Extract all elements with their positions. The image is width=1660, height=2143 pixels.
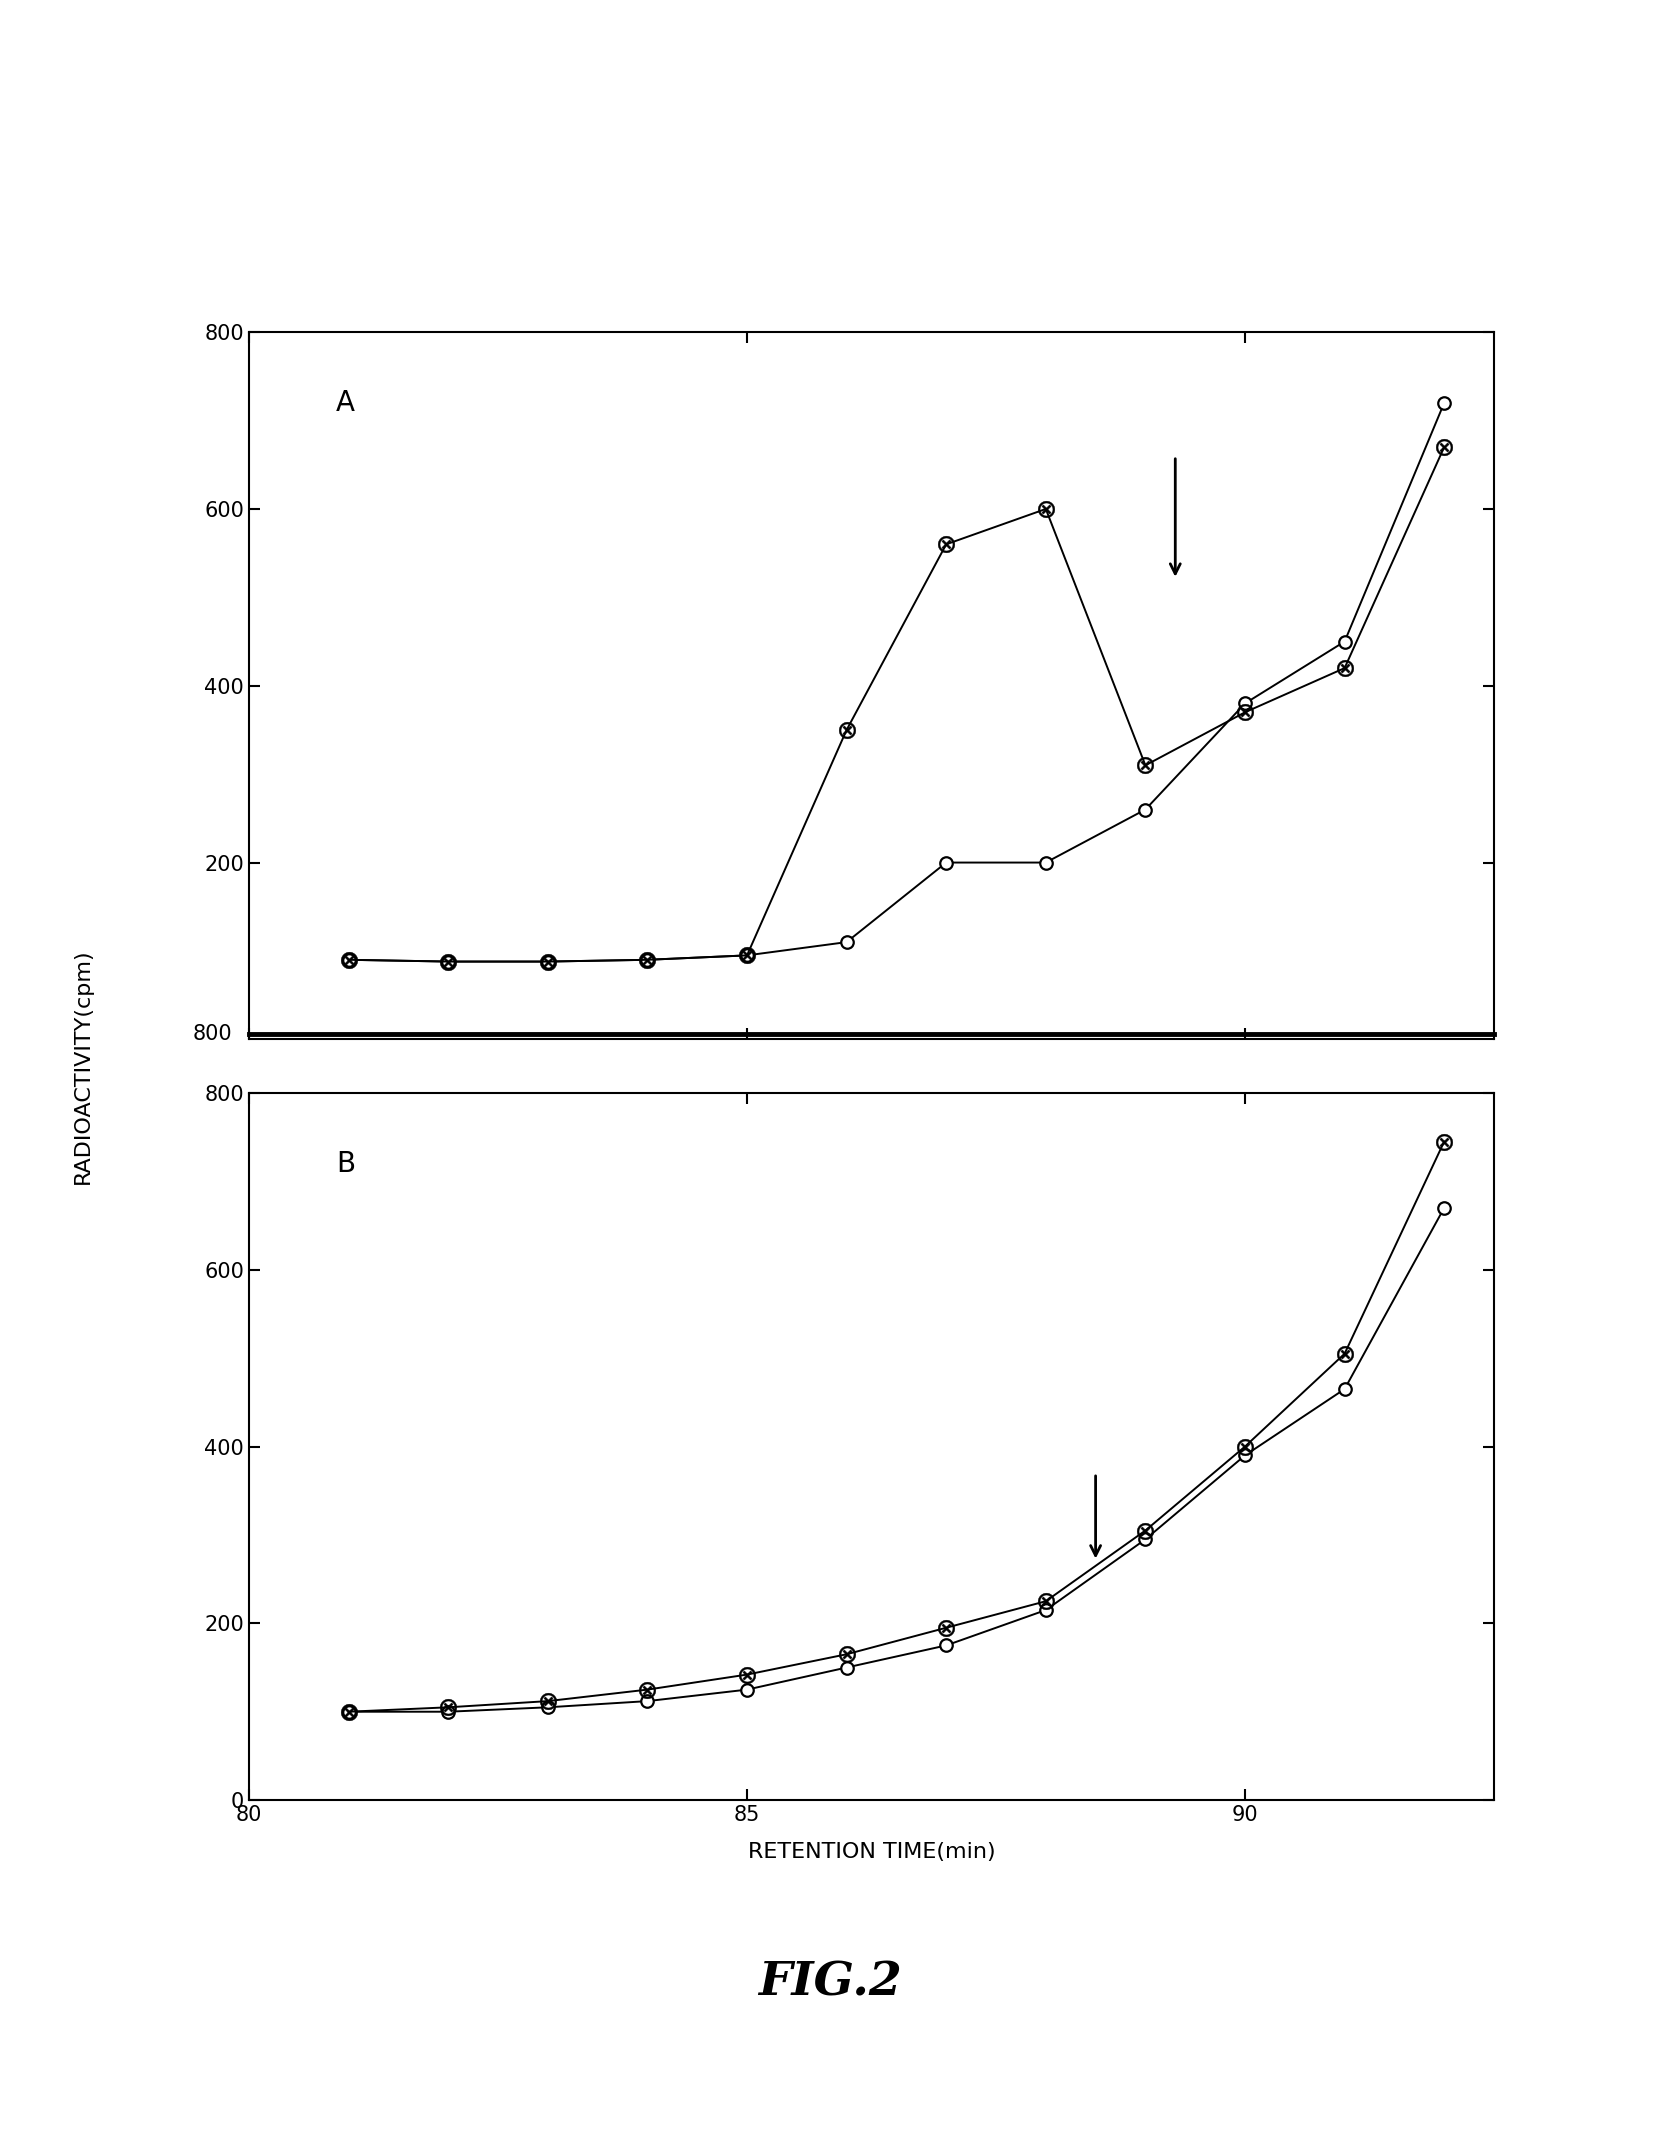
X-axis label: RETENTION TIME(min): RETENTION TIME(min) bbox=[747, 1841, 996, 1862]
Text: B: B bbox=[335, 1149, 355, 1177]
Text: 800: 800 bbox=[193, 1024, 232, 1044]
Text: RADIOACTIVITY(cpm): RADIOACTIVITY(cpm) bbox=[73, 949, 93, 1183]
Text: FIG.2: FIG.2 bbox=[759, 1959, 901, 2006]
Text: A: A bbox=[335, 388, 355, 416]
